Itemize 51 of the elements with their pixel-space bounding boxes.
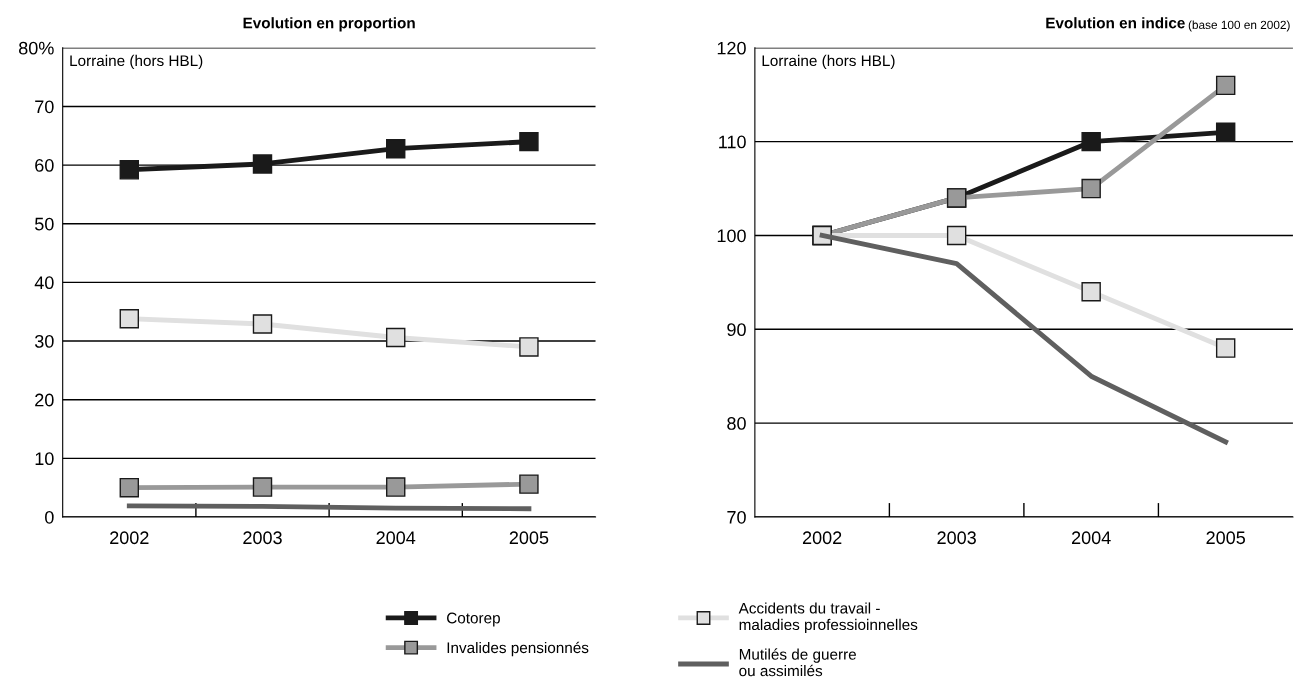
point: [519, 337, 539, 357]
y-tick-label: 40: [34, 276, 54, 290]
chart-title: Evolution en indice: [1046, 17, 1185, 29]
x-tick-label: 2003: [243, 531, 282, 545]
chart-title: Evolution en proportion: [243, 17, 415, 32]
point: [252, 154, 273, 174]
point: [1081, 282, 1101, 302]
point: [385, 138, 406, 159]
legend-label: Invalides pensionnés: [447, 641, 589, 657]
x-tick-label: 2004: [1071, 531, 1111, 545]
point: [1215, 122, 1236, 142]
y-tick-label: 100: [717, 229, 746, 243]
x-tick-label: 2005: [509, 531, 549, 545]
point: [119, 160, 140, 180]
y-tick-label: 80%: [19, 41, 54, 55]
y-tick-label: 10: [35, 452, 54, 466]
point: [252, 314, 273, 334]
legend-label: Cotorep: [447, 612, 500, 627]
point: [1215, 338, 1236, 358]
y-tick-label: 90: [727, 323, 746, 337]
legend-label: Accidents du travail - maladies professioinnelles: [738, 602, 918, 634]
point: [1081, 131, 1101, 152]
point: [519, 474, 539, 494]
y-tick-label: 70: [727, 510, 746, 524]
annotation: Lorraine (hors HBL): [70, 54, 203, 70]
y-tick-label: 0: [45, 510, 54, 524]
legend-label: Mutilés de guerre ou assimilés: [739, 648, 856, 677]
y-tick-label: 30: [34, 334, 54, 348]
point: [119, 477, 140, 498]
x-tick-label: 2003: [937, 531, 976, 545]
point: [385, 477, 406, 497]
point: [519, 131, 539, 152]
y-tick-label: 50: [35, 217, 54, 231]
x-tick-label: 2002: [802, 531, 842, 545]
y-tick-label: 110: [719, 135, 746, 149]
y-tick-label: 60: [35, 159, 54, 172]
point: [1215, 75, 1236, 96]
x-tick-label: 2004: [376, 531, 416, 545]
point: [119, 309, 140, 329]
y-tick-label: 70: [35, 100, 54, 114]
x-tick-label: 2005: [1206, 531, 1246, 545]
x-tick-label: 2002: [110, 531, 149, 545]
point: [252, 477, 273, 497]
y-tick-label: 120: [717, 41, 746, 55]
y-tick-label: 20: [35, 393, 54, 407]
chart-subtitle: (base 100 en 2002): [1188, 20, 1290, 32]
point: [946, 225, 967, 246]
point: [385, 327, 406, 348]
y-tick-label: 80: [727, 417, 746, 430]
point: [1081, 178, 1101, 199]
annotation: Lorraine (hors HBL): [762, 54, 895, 70]
